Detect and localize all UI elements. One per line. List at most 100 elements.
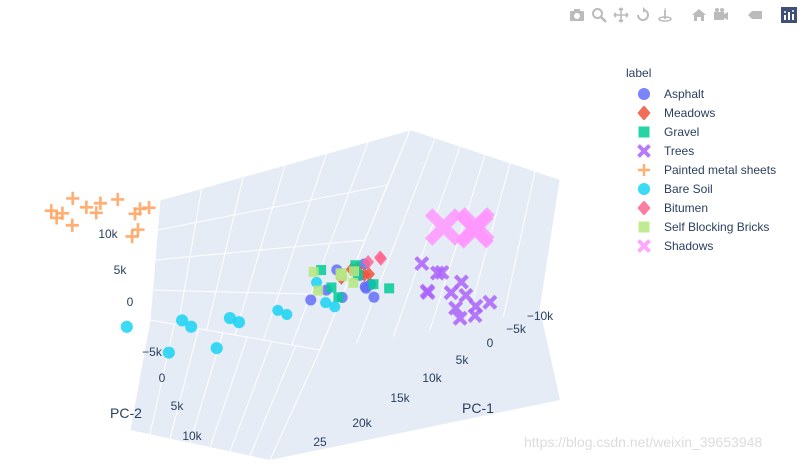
series-bitumen [362, 250, 387, 269]
data-point [125, 229, 139, 244]
data-point [66, 191, 80, 205]
camera-icon[interactable] [568, 6, 586, 24]
back-pane [150, 130, 560, 350]
data-point [326, 282, 337, 293]
zoom-icon[interactable] [590, 6, 608, 24]
data-point [305, 294, 317, 306]
data-point [335, 268, 346, 279]
grid-line [539, 179, 561, 311]
y-tick-label: −5k [142, 345, 163, 359]
legend-label: Painted metal sheets [664, 162, 777, 177]
data-point [79, 200, 93, 214]
legend-item-shadows[interactable]: Shadows [626, 236, 802, 255]
legend: label Asphalt Meadows Gravel Trees Painted m… [626, 66, 802, 255]
data-point [120, 320, 133, 333]
x-tick-label: 25 [313, 435, 327, 449]
legend-item-gravel[interactable]: Gravel [626, 122, 802, 141]
svg-text:z: z [664, 7, 667, 13]
y-tick-label: 0 [159, 371, 166, 385]
orbit-icon[interactable] [634, 6, 652, 24]
legend-marker-shape [637, 87, 651, 100]
data-point [133, 202, 147, 216]
data-point [272, 304, 284, 316]
grid-line [356, 138, 436, 344]
floor-pane [130, 310, 560, 460]
x-tick-label: −5k [506, 322, 527, 336]
data-point [320, 297, 332, 309]
y-tick-label: 10k [182, 429, 202, 443]
data-point [232, 316, 246, 329]
data-point [223, 312, 236, 325]
data-point [185, 320, 198, 333]
data-point [424, 208, 463, 246]
data-point [311, 276, 323, 288]
plotly-logo-icon[interactable] [780, 6, 798, 24]
legend-marker [626, 220, 662, 234]
y-axis-title: PC-2 [110, 405, 142, 421]
pan-icon[interactable] [612, 6, 630, 24]
turntable-icon[interactable]: z [656, 6, 674, 24]
legend-marker-shape [637, 163, 651, 176]
data-point [162, 346, 175, 359]
legend-item-meadows[interactable]: Meadows [626, 103, 802, 122]
data-point [313, 285, 324, 296]
data-point [414, 256, 430, 272]
grid-line [152, 289, 343, 296]
data-point [176, 314, 189, 327]
series-painted-metal-sheets [44, 191, 156, 244]
data-point [65, 218, 79, 232]
legend-marker [626, 87, 662, 101]
legend-marker [626, 238, 662, 253]
data-point [452, 310, 468, 326]
data-point [453, 274, 469, 290]
watermark: https://blog.csdn.net/weixin_39653948 [524, 434, 763, 450]
x-tick-label: 0 [487, 336, 494, 350]
legend-marker [626, 125, 662, 139]
legend-label: Bare Soil [664, 181, 713, 196]
data-point [210, 342, 223, 355]
x-tick-label: 15k [390, 391, 410, 405]
series-shadows [424, 207, 495, 249]
legend-marker-shape [638, 221, 650, 232]
data-point [281, 309, 293, 320]
series-self-blocking-bricks [308, 266, 360, 296]
legend-marker [626, 163, 662, 177]
legend-item-painted-metal-sheets[interactable]: Painted metal sheets [626, 160, 802, 179]
data-point [467, 308, 483, 324]
data-point [455, 209, 493, 248]
x-tick-label: −10k [527, 309, 554, 323]
data-point [44, 204, 58, 218]
legend-marker [626, 182, 662, 196]
reset-camera-icon[interactable] [712, 6, 730, 24]
data-point [93, 196, 107, 210]
grid-line [149, 324, 175, 435]
legend-marker-shape [638, 126, 650, 137]
legend-item-bitumen[interactable]: Bitumen [626, 198, 802, 217]
legend-marker-shape [637, 143, 651, 158]
z-tick-label: 10k [98, 227, 118, 241]
legend-label: Shadows [664, 238, 714, 253]
legend-marker [626, 200, 662, 215]
x-tick-label: 5k [456, 353, 470, 367]
legend-item-self-blocking-bricks[interactable]: Self Blocking Bricks [626, 217, 802, 236]
legend-item-bare-soil[interactable]: Bare Soil [626, 179, 802, 198]
data-point [131, 223, 145, 237]
grid-line [159, 129, 411, 201]
data-point [329, 301, 341, 313]
legend-label: Gravel [664, 124, 700, 139]
spike-lines-icon[interactable] [746, 6, 764, 24]
legend-label: Bitumen [664, 200, 709, 215]
legend-item-trees[interactable]: Trees [626, 141, 802, 160]
grid-line [154, 239, 366, 261]
legend-items: Asphalt Meadows Gravel Trees Painted metal s… [626, 84, 802, 255]
data-point [374, 251, 387, 266]
home-icon[interactable] [690, 6, 708, 24]
data-point [308, 266, 319, 277]
legend-item-asphalt[interactable]: Asphalt [626, 84, 802, 103]
data-point [384, 283, 395, 294]
legend-marker-shape [637, 200, 651, 215]
data-point [420, 285, 436, 301]
legend-marker [626, 105, 662, 120]
data-point [429, 265, 445, 281]
